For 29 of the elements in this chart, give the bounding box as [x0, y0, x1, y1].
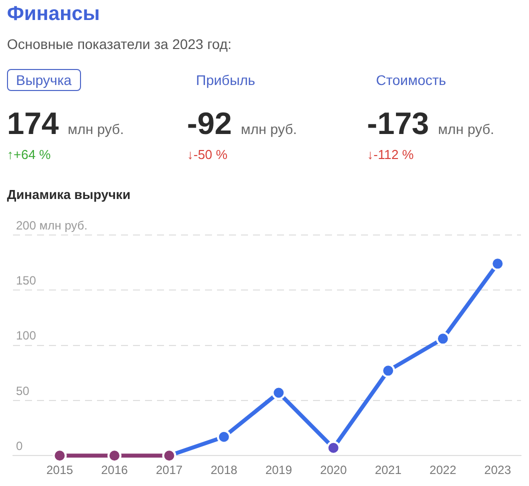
text: -92: [187, 106, 232, 141]
x-tick-label: 2015: [46, 463, 74, 478]
x-tick-label: 2020: [320, 463, 348, 478]
y-tick-label: 150: [16, 273, 36, 288]
y-tick-label: 200 млн руб.: [16, 218, 88, 232]
x-tick-label: 2019: [265, 463, 292, 478]
x-tick-label: 2018: [210, 463, 238, 478]
text: млн руб.: [68, 121, 124, 137]
y-tick-label: 100: [16, 328, 36, 343]
x-tick-label: 2017: [156, 463, 183, 478]
text: ↓-112 %: [367, 147, 414, 163]
y-tick-label: 50: [16, 384, 30, 398]
x-tick-label: 2023: [484, 463, 512, 478]
text: -173: [367, 106, 430, 141]
x-tick-label: 2021: [374, 463, 402, 478]
text: ↑+64 %: [7, 147, 51, 163]
text: Основные показатели за 2023 год:: [7, 36, 232, 52]
text: млн руб.: [438, 121, 494, 137]
chart-title: Динамика выручки: [7, 187, 130, 203]
y-tick-label: 0: [16, 438, 23, 453]
text: Финансы: [7, 2, 100, 26]
text: Выручка: [16, 71, 72, 90]
x-tick-label: 2016: [101, 463, 128, 478]
text: Стоимость: [376, 71, 446, 90]
text: Прибыль: [196, 71, 256, 90]
text: млн руб.: [240, 121, 297, 137]
x-tick-label: 2022: [430, 463, 457, 478]
text: 174: [7, 106, 59, 141]
text: ↓-50 %: [187, 147, 228, 163]
